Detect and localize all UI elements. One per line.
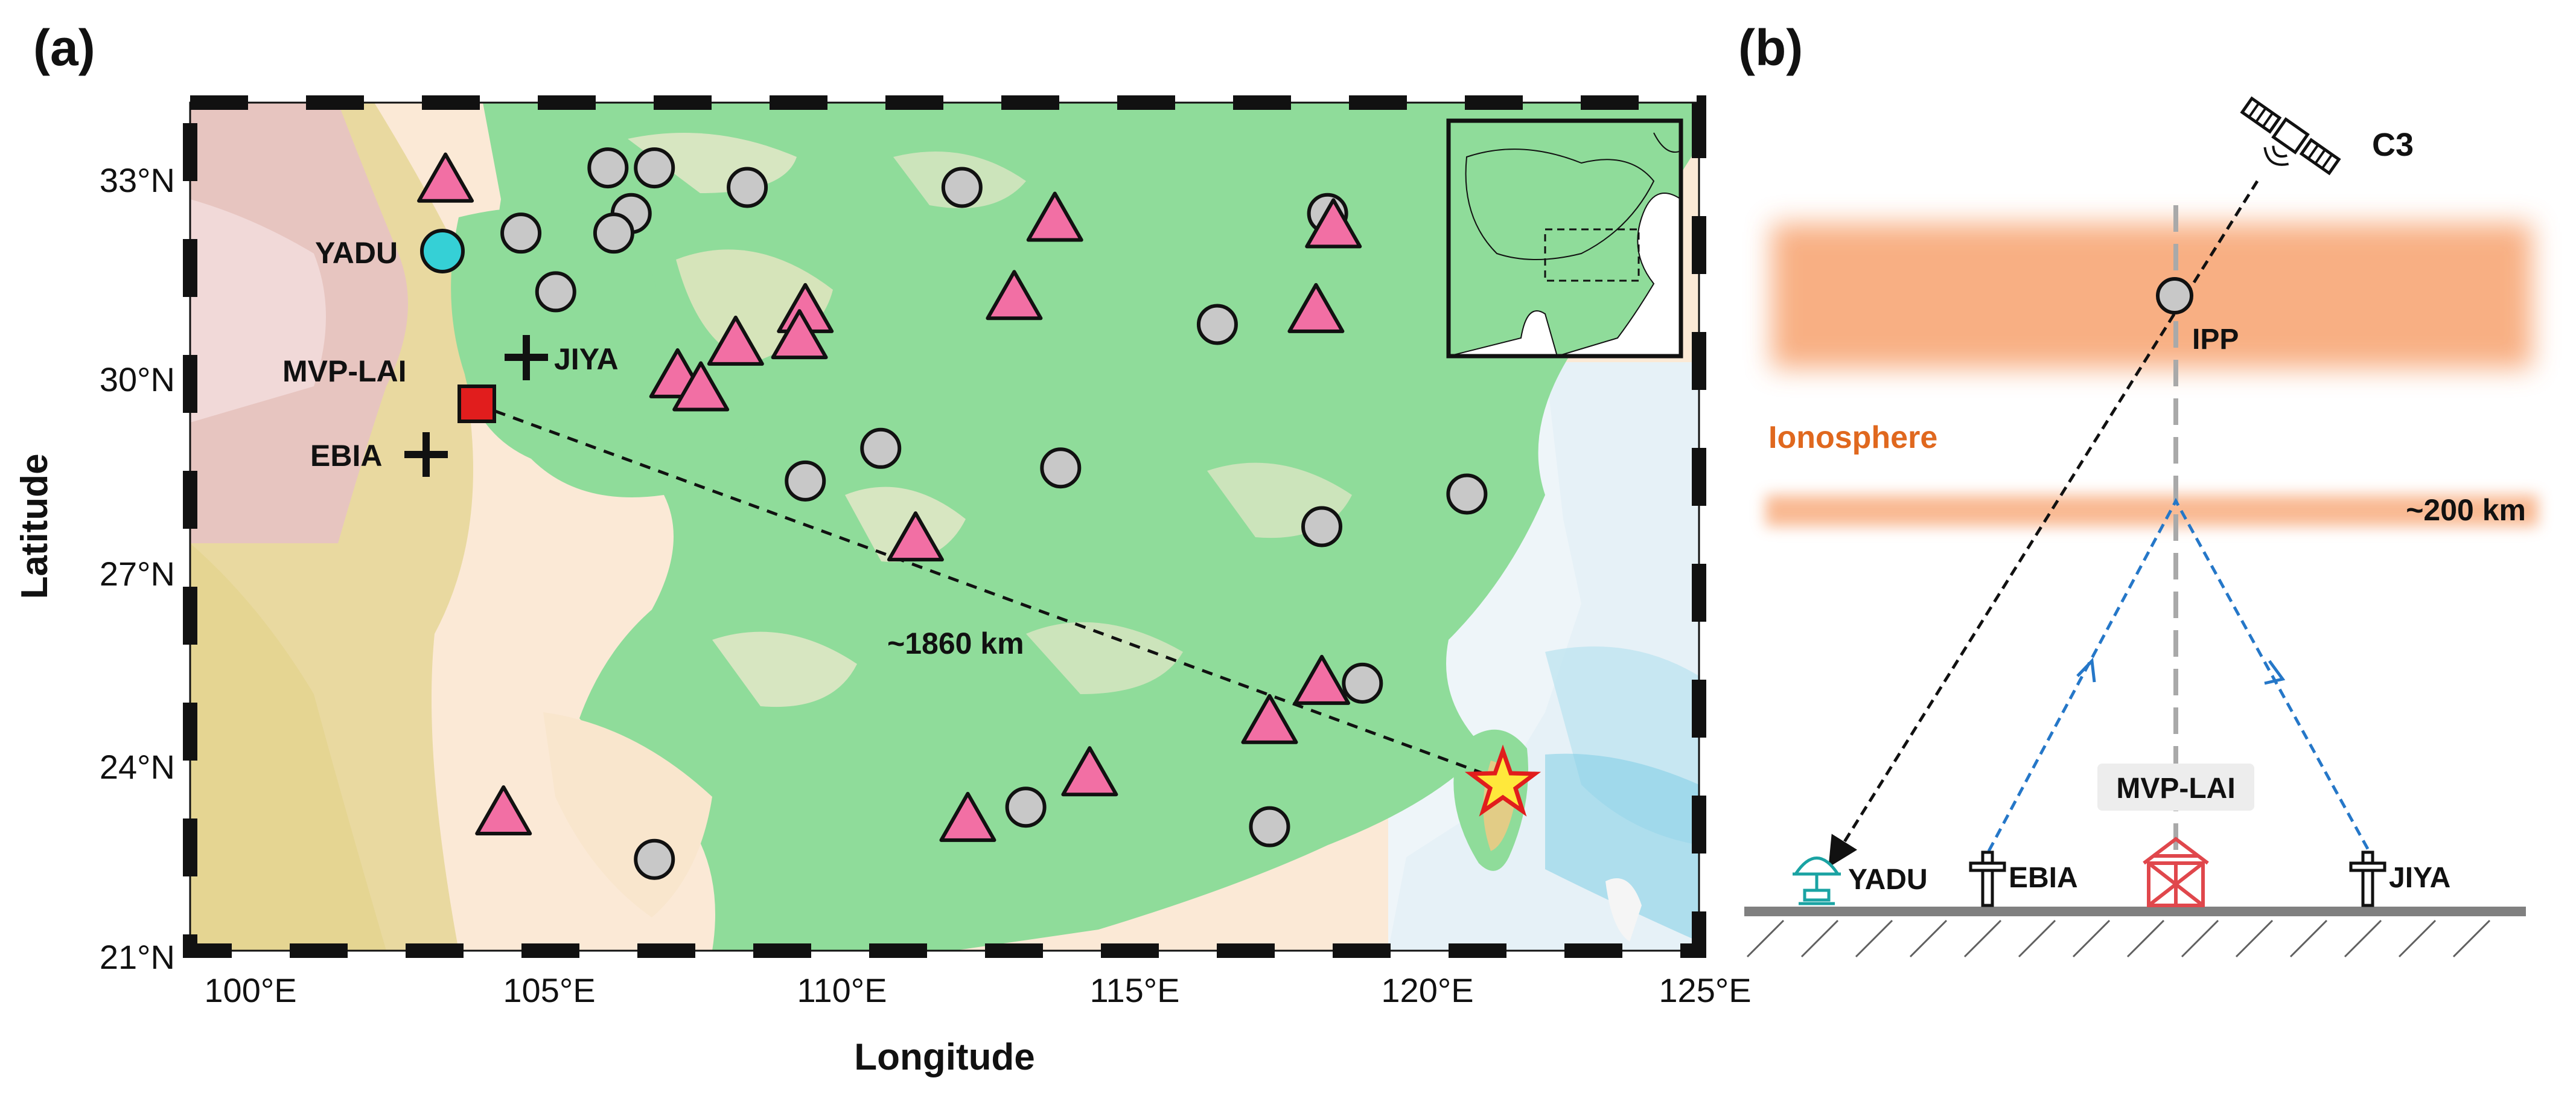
named-stations: YADU MVP-LAI JIYA EBIA ~1860 km — [282, 229, 1541, 817]
ipp-marker — [2156, 277, 2193, 314]
jiya-cross-icon — [505, 335, 548, 380]
circle-station-marker — [535, 271, 576, 313]
circle-station-marker — [1196, 304, 1238, 345]
circle-station-marker — [1040, 447, 1082, 489]
triangle-station-marker — [707, 315, 764, 366]
triangle-station-marker — [771, 309, 828, 360]
x-tick-0: 100°E — [204, 971, 296, 1009]
triangle-station-marker — [1305, 198, 1362, 249]
circle-station-marker — [634, 147, 675, 189]
x-axis-ticks: 100°E 105°E 110°E 115°E 120°E 125°E — [204, 971, 1751, 1009]
triangle-station-marker — [672, 361, 730, 412]
epicenter-star-icon — [1464, 744, 1541, 817]
ebia-cross-icon — [404, 432, 448, 477]
mvp-lai-station-marker — [457, 384, 496, 423]
triangle-station-marker — [417, 152, 474, 203]
x-axis-label: Longitude — [854, 1036, 1035, 1078]
triangle-station-marker — [1293, 654, 1350, 705]
triangle-station-marker — [1026, 191, 1083, 242]
triangle-station-marker — [1241, 694, 1298, 744]
y-tick-4: 21°N — [100, 938, 175, 976]
gnss-antenna-icon — [1793, 857, 1841, 905]
jiya-station-icon — [2349, 850, 2386, 907]
x-tick-3: 115°E — [1089, 971, 1179, 1009]
triangle-station-marker — [1287, 282, 1345, 333]
x-tick-2: 110°E — [797, 971, 887, 1009]
triangle-station-marker — [887, 511, 944, 562]
mvp-lai-map-label: MVP-LAI — [282, 354, 407, 388]
center-station-label: MVP-LAI — [2116, 773, 2235, 805]
yadu-schematic-label: YADU — [1848, 864, 1928, 896]
x-tick-5: 125°E — [1659, 971, 1751, 1009]
distance-label: ~1860 km — [887, 627, 1024, 660]
wave-paths — [1987, 497, 2371, 852]
circle-station-marker — [1249, 806, 1290, 847]
x-tick-4: 120°E — [1381, 971, 1473, 1009]
ground-surface — [1744, 907, 2526, 958]
jiya-map-label: JIYA — [554, 342, 619, 376]
circle-station-marker — [727, 167, 768, 208]
y-tick-3: 24°N — [100, 748, 175, 786]
ionosphere-band — [1771, 223, 2532, 368]
panel-a-label: (a) — [33, 19, 95, 76]
mvp-lai-station-icon — [2143, 837, 2209, 907]
yadu-map-label: YADU — [315, 236, 398, 270]
altitude-band — [1765, 495, 2538, 526]
ebia-map-label: EBIA — [310, 439, 382, 473]
map-panel: YADU MVP-LAI JIYA EBIA ~1860 km — [183, 95, 1706, 958]
inset-map — [1446, 118, 1683, 359]
triangle-station-marker — [986, 270, 1043, 321]
ebia-schematic-label: EBIA — [2009, 862, 2078, 894]
yadu-station-marker — [420, 229, 465, 273]
circle-station-marker — [1301, 506, 1342, 547]
circle-station-marker — [587, 147, 629, 189]
circle-station-marker — [500, 212, 542, 254]
circle-station-marker — [941, 167, 983, 208]
circle-station-marker — [1005, 787, 1047, 828]
ipp-label: IPP — [2192, 324, 2239, 356]
map-frame — [183, 95, 1706, 958]
y-tick-2: 27°N — [100, 555, 175, 593]
y-tick-0: 33°N — [100, 161, 175, 199]
x-tick-1: 105°E — [503, 971, 595, 1009]
ebia-station-icon — [1969, 850, 2006, 907]
satellite-label: C3 — [2372, 127, 2414, 163]
y-axis-label: Latitude — [14, 453, 56, 599]
schematic-panel: Ionosphere ~200 km IPP C3 — [1744, 96, 2538, 958]
triangle-station-marker — [1061, 746, 1118, 797]
station-markers — [417, 147, 1488, 880]
circle-station-marker — [1342, 662, 1383, 704]
ionosphere-label: Ionosphere — [1768, 420, 1937, 455]
jiya-schematic-label: JIYA — [2389, 862, 2450, 894]
y-tick-1: 30°N — [100, 360, 175, 398]
circle-station-marker — [860, 427, 902, 469]
circle-station-marker — [785, 460, 826, 502]
circle-station-marker — [634, 838, 675, 880]
y-axis-ticks: 33°N 30°N 27°N 24°N 21°N — [100, 161, 175, 976]
distance-line — [476, 403, 1506, 783]
satellite-icon — [2240, 96, 2341, 176]
panel-b-label: (b) — [1738, 19, 1803, 76]
triangle-station-marker — [939, 791, 996, 842]
circle-station-marker — [593, 212, 634, 254]
triangle-station-marker — [475, 785, 532, 836]
center-station-label-box — [2097, 764, 2254, 811]
circle-station-marker — [1446, 473, 1488, 515]
altitude-label: ~200 km — [2406, 493, 2526, 527]
